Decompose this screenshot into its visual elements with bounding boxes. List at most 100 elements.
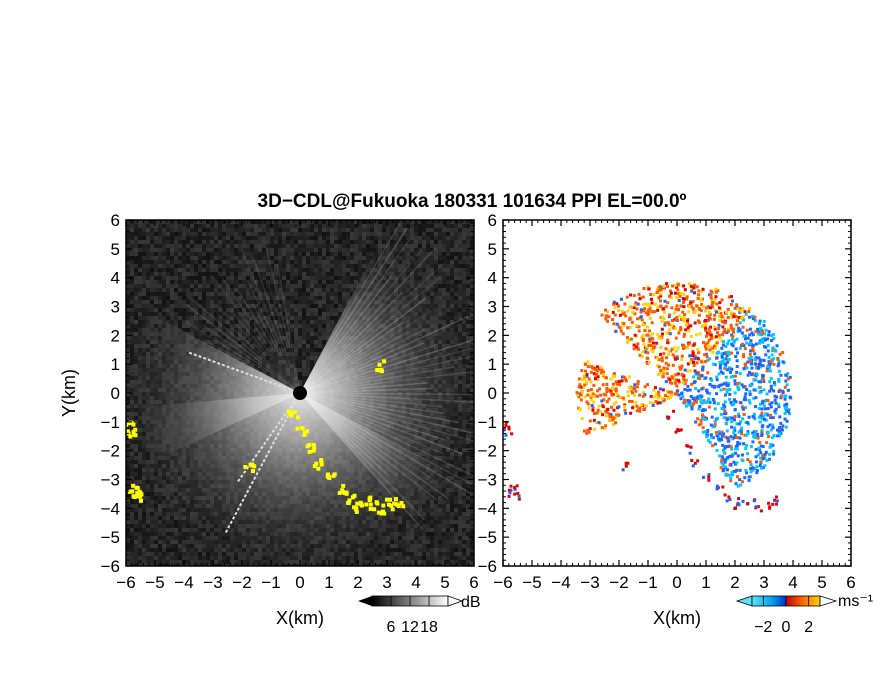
- noise-pixel: [246, 316, 250, 320]
- noise-pixel: [282, 340, 286, 344]
- noise-pixel: [174, 288, 178, 292]
- noise-pixel: [418, 224, 422, 228]
- noise-pixel: [158, 280, 162, 284]
- noise-pixel: [334, 304, 338, 308]
- noise-pixel: [242, 332, 246, 336]
- noise-pixel: [250, 296, 254, 300]
- noise-pixel: [370, 224, 374, 228]
- noise-pixel: [182, 232, 186, 236]
- noise-pixel: [358, 276, 362, 280]
- noise-pixel: [226, 336, 230, 340]
- noise-pixel: [318, 320, 322, 324]
- noise-pixel: [286, 236, 290, 240]
- noise-pixel: [186, 316, 190, 320]
- noise-pixel: [438, 232, 442, 236]
- noise-pixel: [466, 232, 470, 236]
- noise-pixel: [202, 284, 206, 288]
- noise-pixel: [238, 352, 242, 356]
- noise-pixel: [302, 316, 306, 320]
- noise-pixel: [250, 320, 254, 324]
- noise-pixel: [222, 224, 226, 228]
- noise-pixel: [306, 308, 310, 312]
- noise-pixel: [242, 252, 246, 256]
- noise-pixel: [186, 308, 190, 312]
- noise-pixel: [178, 236, 182, 240]
- noise-pixel: [466, 256, 470, 260]
- noise-pixel: [234, 264, 238, 268]
- noise-pixel: [262, 252, 266, 256]
- noise-pixel: [162, 284, 166, 288]
- noise-pixel: [182, 300, 186, 304]
- noise-pixel: [294, 296, 298, 300]
- noise-pixel: [230, 236, 234, 240]
- noise-pixel: [290, 284, 294, 288]
- noise-pixel: [234, 340, 238, 344]
- noise-pixel: [154, 304, 158, 308]
- noise-pixel: [210, 296, 214, 300]
- noise-pixel: [266, 244, 270, 248]
- noise-pixel: [138, 280, 142, 284]
- noise-pixel: [242, 272, 246, 276]
- noise-pixel: [238, 260, 242, 264]
- noise-pixel: [278, 344, 282, 348]
- noise-pixel: [138, 228, 142, 232]
- noise-pixel: [190, 268, 194, 272]
- noise-pixel: [302, 340, 306, 344]
- noise-pixel: [194, 312, 198, 316]
- noise-pixel: [306, 360, 310, 364]
- noise-pixel: [202, 260, 206, 264]
- noise-pixel: [354, 252, 358, 256]
- noise-pixel: [338, 296, 342, 300]
- noise-pixel: [218, 328, 222, 332]
- noise-pixel: [290, 292, 294, 296]
- noise-pixel: [278, 260, 282, 264]
- noise-pixel: [298, 232, 302, 236]
- noise-pixel: [366, 256, 370, 260]
- noise-pixel: [298, 292, 302, 296]
- noise-pixel: [286, 248, 290, 252]
- noise-pixel: [218, 344, 222, 348]
- noise-pixel: [246, 280, 250, 284]
- noise-pixel: [310, 240, 314, 244]
- noise-pixel: [246, 272, 250, 276]
- noise-pixel: [246, 292, 250, 296]
- noise-pixel: [278, 284, 282, 288]
- noise-pixel: [354, 268, 358, 272]
- noise-pixel: [146, 240, 150, 244]
- noise-pixel: [314, 224, 318, 228]
- noise-pixel: [130, 288, 134, 292]
- noise-pixel: [186, 240, 190, 244]
- noise-pixel: [138, 304, 142, 308]
- noise-pixel: [190, 304, 194, 308]
- noise-pixel: [194, 292, 198, 296]
- noise-pixel: [182, 260, 186, 264]
- noise-pixel: [226, 264, 230, 268]
- noise-pixel: [466, 268, 470, 272]
- noise-pixel: [262, 284, 266, 288]
- noise-pixel: [162, 228, 166, 232]
- noise-pixel: [242, 312, 246, 316]
- noise-pixel: [262, 224, 266, 228]
- noise-pixel: [210, 264, 214, 268]
- noise-pixel: [278, 268, 282, 272]
- noise-pixel: [234, 276, 238, 280]
- noise-pixel: [218, 252, 222, 256]
- noise-pixel: [446, 256, 450, 260]
- noise-pixel: [314, 228, 318, 232]
- noise-pixel: [134, 300, 138, 304]
- noise-pixel: [258, 220, 262, 224]
- noise-pixel: [434, 236, 438, 240]
- noise-pixel: [462, 268, 466, 272]
- noise-pixel: [210, 332, 214, 336]
- noise-pixel: [206, 284, 210, 288]
- noise-pixel: [310, 340, 314, 344]
- noise-pixel: [286, 288, 290, 292]
- noise-pixel: [278, 316, 282, 320]
- noise-pixel: [338, 264, 342, 268]
- noise-pixel: [318, 328, 322, 332]
- noise-pixel: [230, 312, 234, 316]
- noise-pixel: [174, 272, 178, 276]
- noise-pixel: [142, 220, 146, 224]
- noise-pixel: [198, 300, 202, 304]
- noise-pixel: [190, 228, 194, 232]
